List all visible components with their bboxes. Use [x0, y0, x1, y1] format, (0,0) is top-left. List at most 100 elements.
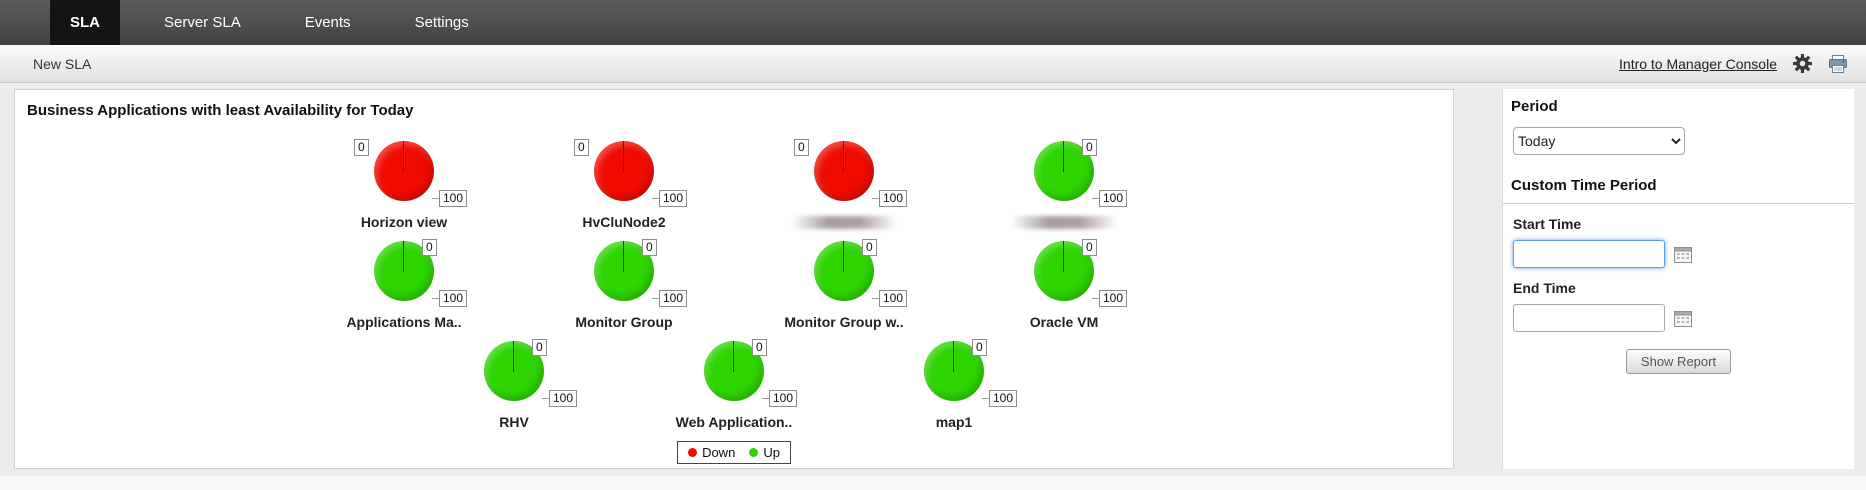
gauge-label: Web Application.. — [675, 414, 793, 430]
gauge-dial: 0 100 — [668, 339, 800, 407]
period-sidebar: Period Today Custom Time Period Start Ti… — [1502, 89, 1854, 469]
gauge-label: Monitor Group — [575, 314, 673, 330]
start-time-label: Start Time — [1513, 216, 1582, 232]
gauge-needle — [733, 341, 734, 372]
gauge-dial: 0 100 — [778, 139, 910, 207]
gauge-dial: 0 100 — [558, 239, 690, 307]
footer-strip — [0, 476, 1866, 490]
gauge-min-label: 0 — [354, 139, 369, 156]
gauge-max-label: 100 — [989, 390, 1018, 407]
gauge-min-label: 0 — [972, 339, 987, 356]
gauge-min-label: 0 — [1082, 239, 1097, 256]
gauge-label-blurred — [1011, 216, 1117, 229]
gauge-max-label: 100 — [549, 390, 578, 407]
tab-settings[interactable]: Settings — [414, 14, 469, 31]
tab-sla[interactable]: SLA — [50, 0, 120, 45]
top-nav: SLA Server SLA Events Settings — [0, 0, 1866, 45]
chart-legend: Down Up — [15, 441, 1453, 464]
gauge-min-label: 0 — [422, 239, 437, 256]
gauge-dial: 0 100 — [998, 239, 1130, 307]
gauge-web-application: 0 100 Web Application.. — [624, 339, 844, 431]
gauge-row: 0 100 Applications Ma.. 0 100 Monitor Group 0 1… — [15, 239, 1453, 339]
gauge-min-label: 0 — [794, 139, 809, 156]
gauge-needle — [843, 241, 844, 272]
gauge-max-label: 100 — [879, 290, 908, 307]
gauge-row: 0 100 Horizon view 0 100 HvCluNode2 0 100 0 100 — [15, 139, 1453, 239]
gauge-needle — [623, 241, 624, 272]
gauge-max-label: 100 — [659, 290, 688, 307]
gauge-tick — [432, 198, 439, 199]
gauge-needle — [403, 141, 404, 172]
gauge-label: HvCluNode2 — [582, 214, 666, 230]
gauge-min-label: 0 — [1082, 139, 1097, 156]
gauge-dial: 0 100 — [998, 139, 1130, 207]
gauge-tick — [652, 298, 659, 299]
gauge-label: Horizon view — [360, 214, 448, 230]
gauge-needle — [843, 141, 844, 172]
content-area: Business Applications with least Availab… — [0, 83, 1866, 490]
gauge-min-label: 0 — [532, 339, 547, 356]
gauge-grid: 0 100 Horizon view 0 100 HvCluNode2 0 100 0 100 0 1… — [15, 139, 1453, 439]
gauge-min-label: 0 — [752, 339, 767, 356]
chart-title: Business Applications with least Availab… — [27, 102, 414, 119]
gauge-horizon-view: 0 100 Horizon view — [294, 139, 514, 231]
gauge-tick — [1092, 298, 1099, 299]
gauge-rhv: 0 100 RHV — [404, 339, 624, 431]
gauge-dial: 0 100 — [338, 239, 470, 307]
gauge-max-label: 100 — [1099, 190, 1128, 207]
legend-label: Down — [702, 445, 736, 460]
gauge-needle — [403, 241, 404, 272]
gauge-needle — [1063, 141, 1064, 172]
gauge-min-label: 0 — [862, 239, 877, 256]
gauge-needle — [623, 141, 624, 172]
availability-chart-panel: Business Applications with least Availab… — [14, 89, 1454, 469]
gauge-label: RHV — [499, 414, 529, 430]
gauge-map1: 0 100 map1 — [844, 339, 1064, 431]
gauge-tick — [762, 398, 769, 399]
gauge-max-label: 100 — [659, 190, 688, 207]
tab-server-sla[interactable]: Server SLA — [164, 14, 241, 31]
period-select[interactable]: Today — [1513, 127, 1685, 155]
subbar-actions: Intro to Manager Console — [1619, 54, 1848, 73]
gauge-applications-ma: 0 100 Applications Ma.. — [294, 239, 514, 331]
gauge-hvclunode2: 0 100 HvCluNode2 — [514, 139, 734, 231]
gauge-label: Oracle VM — [1029, 314, 1099, 330]
gauge-needle — [1063, 241, 1064, 272]
start-calendar-icon[interactable] — [1674, 246, 1692, 263]
gauge-circle-down — [594, 141, 654, 201]
legend-item-up: Up — [749, 445, 780, 460]
start-time-input[interactable] — [1513, 240, 1665, 268]
period-header: Period — [1511, 98, 1558, 115]
gauge-min-label: 0 — [642, 239, 657, 256]
breadcrumb-bar: New SLA Intro to Manager Console — [0, 45, 1866, 83]
legend-label: Up — [763, 445, 780, 460]
tab-events[interactable]: Events — [304, 14, 351, 31]
gauge-unnamed-3: 0 100 — [954, 139, 1174, 231]
printer-icon[interactable] — [1828, 54, 1848, 73]
gauge-needle — [513, 341, 514, 372]
show-report-button[interactable]: Show Report — [1625, 349, 1732, 374]
gauge-row: 0 100 RHV 0 100 Web Application.. 0 100 map1 — [15, 339, 1453, 439]
gauge-max-label: 100 — [439, 190, 468, 207]
end-time-label: End Time — [1513, 280, 1576, 296]
gauge-needle — [953, 341, 954, 372]
nav-tabs: SLA Server SLA Events Settings — [50, 0, 513, 45]
legend-box: Down Up — [677, 441, 791, 464]
gauge-label-blurred — [791, 216, 897, 229]
end-time-input[interactable] — [1513, 304, 1665, 332]
start-time-row — [1503, 240, 1854, 268]
gauge-max-label: 100 — [769, 390, 798, 407]
gauge-dial: 0 100 — [888, 339, 1020, 407]
gauge-dial: 0 100 — [778, 239, 910, 307]
legend-item-down: Down — [688, 445, 735, 460]
end-calendar-icon[interactable] — [1674, 310, 1692, 327]
gear-icon[interactable] — [1793, 54, 1812, 73]
intro-to-manager-console-link[interactable]: Intro to Manager Console — [1619, 55, 1777, 72]
page-title[interactable]: New SLA — [33, 55, 92, 72]
gauge-tick — [652, 198, 659, 199]
gauge-circle-down — [814, 141, 874, 201]
gauge-dial: 0 100 — [448, 339, 580, 407]
gauge-max-label: 100 — [1099, 290, 1128, 307]
gauge-unnamed-2: 0 100 — [734, 139, 954, 231]
